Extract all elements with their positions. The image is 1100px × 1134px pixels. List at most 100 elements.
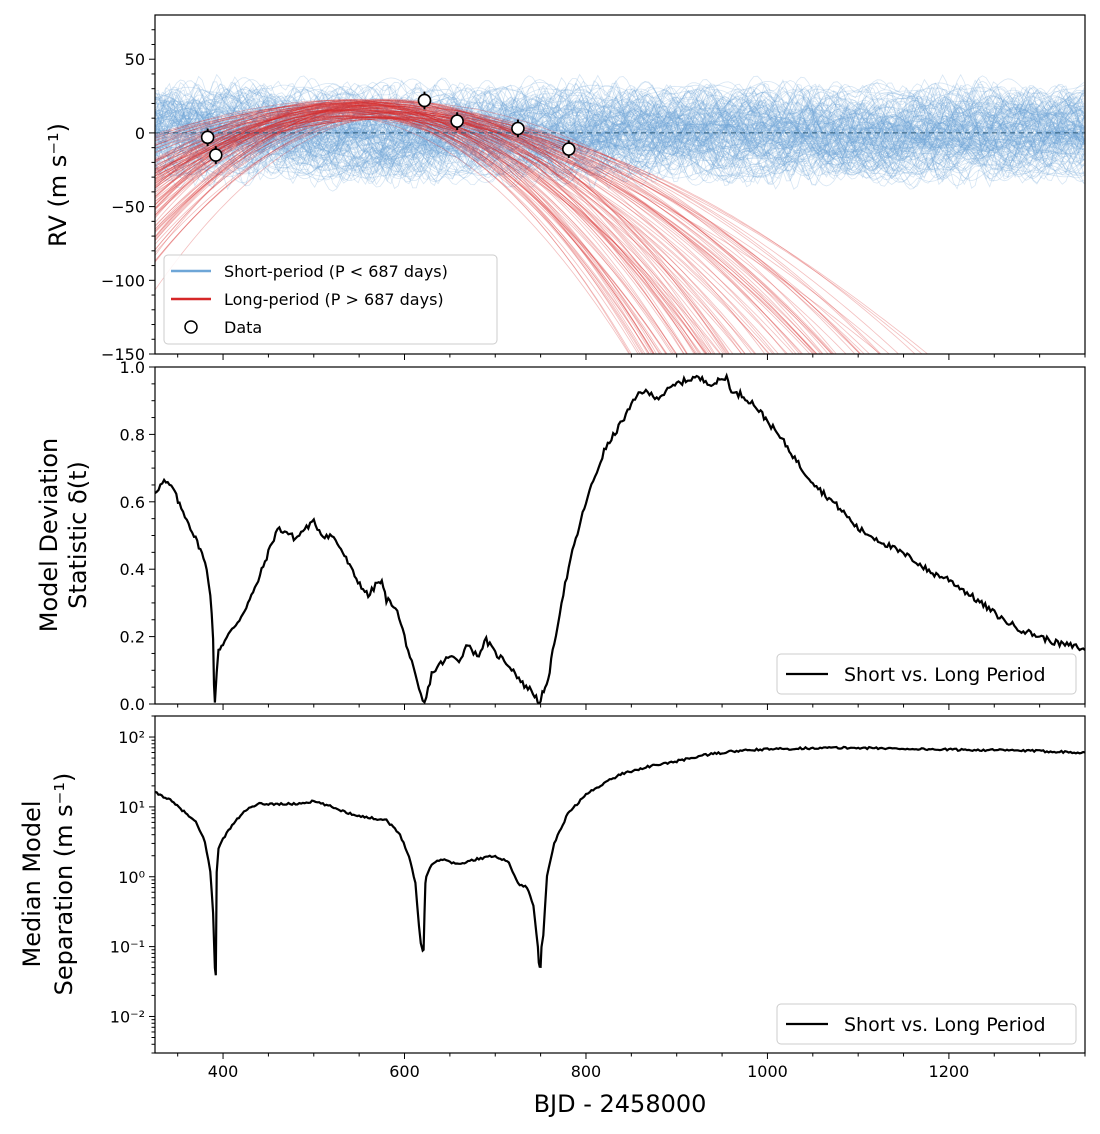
short-period-draw: [155, 112, 1085, 149]
separation-legend-label: Short vs. Long Period: [844, 1014, 1046, 1036]
rv-y-ticks: 50 0 −50 −100 −150: [101, 29, 155, 364]
short-period-draw: [155, 108, 1085, 158]
short-period-draw: [155, 95, 1085, 179]
data-point: [561, 142, 576, 156]
short-period-draw: [155, 117, 1085, 155]
short-period-draw: [155, 80, 1085, 185]
long-period-draw: [155, 117, 770, 354]
short-period-draw: [155, 99, 1085, 168]
deviation-legend: Short vs. Long Period: [776, 653, 1077, 695]
long-period-draw: [155, 106, 776, 354]
short-period-draw: [155, 85, 1085, 176]
short-period-draw: [155, 88, 1085, 172]
long-period-draw: [155, 101, 734, 354]
deviation-y-axis-label-line1: Model Deviation: [35, 438, 63, 632]
deviation-legend-box: [776, 653, 1077, 695]
short-period-draw: [155, 111, 1085, 150]
y-tick-label: 0.8: [120, 425, 145, 444]
long-period-draw: [155, 105, 753, 354]
x-tick-label: 1200: [929, 1062, 970, 1081]
short-period-draw: [155, 102, 1085, 160]
short-period-draw: [155, 110, 1085, 156]
short-period-draw: [155, 118, 1085, 151]
long-period-draw: [155, 115, 630, 354]
separation-y-axis-label-line1: Median Model: [18, 801, 46, 968]
long-period-draw: [155, 102, 730, 354]
short-period-draw: [155, 107, 1085, 161]
short-period-draw: [155, 111, 1085, 146]
long-period-draw: [155, 105, 743, 354]
separation-y-axis-label-line2: Separation (m s⁻¹): [50, 773, 78, 996]
short-period-draw: [155, 89, 1085, 174]
separation-panel: 10⁻² 10⁻¹ 10⁰ 10¹ 10² 400 600 800 1000 1200 Medi…: [18, 715, 1086, 1118]
y-tick-label: −150: [101, 345, 145, 364]
long-period-draw: [155, 109, 668, 354]
long-period-draw: [155, 113, 724, 354]
y-tick-label: 10²: [118, 728, 145, 747]
y-tick-label: 10¹: [118, 798, 145, 817]
long-period-draw: [155, 107, 795, 354]
short-period-draw: [155, 76, 1085, 192]
long-period-draw: [155, 102, 900, 354]
x-tick-label: 800: [571, 1062, 602, 1081]
short-period-draw: [155, 105, 1085, 153]
short-period-draw: [155, 114, 1085, 155]
short-period-draw: [155, 97, 1085, 166]
rv-legend: Short-period (P < 687 days) Long-period …: [163, 254, 498, 345]
short-period-draw: [155, 124, 1085, 149]
short-period-draw: [155, 88, 1085, 175]
short-period-draw: [155, 106, 1085, 163]
short-period-draw: [155, 102, 1085, 155]
short-period-draw: [155, 116, 1085, 156]
long-period-draw: [155, 116, 697, 354]
short-period-draw: [155, 91, 1085, 183]
short-period-draw: [155, 96, 1085, 176]
long-period-draw: [155, 116, 706, 354]
separation-plot-area: [155, 745, 1085, 976]
long-period-draw: [155, 106, 708, 354]
short-period-draw: [155, 94, 1085, 170]
long-period-draw: [155, 111, 882, 354]
short-period-draw: [155, 121, 1085, 146]
short-period-draw: [155, 129, 1085, 144]
short-period-draw: [155, 98, 1085, 160]
deviation-panel-frame: [154, 366, 1086, 705]
long-period-draw: [155, 118, 822, 354]
long-period-draw: [155, 100, 660, 354]
short-period-draw: [155, 73, 1085, 185]
short-period-draw: [155, 86, 1085, 180]
long-period-draw: [155, 118, 676, 354]
long-period-draw: [155, 111, 639, 354]
short-period-draw: [155, 88, 1085, 182]
separation-legend: Short vs. Long Period: [776, 1003, 1077, 1045]
short-period-draw: [155, 81, 1085, 180]
short-period-draw: [155, 86, 1085, 179]
rv-data-points: [200, 91, 576, 164]
short-period-draw: [155, 104, 1085, 167]
long-period-draw: [155, 103, 835, 354]
short-period-draw: [155, 115, 1085, 155]
short-period-draw: [155, 105, 1085, 165]
long-period-draw: [155, 111, 712, 354]
short-period-draw: [155, 119, 1085, 150]
y-tick-label: 0.2: [120, 628, 145, 647]
long-period-draw: [155, 104, 789, 354]
short-period-draw: [155, 121, 1085, 151]
short-period-draw: [155, 91, 1085, 182]
rv-panel-frame: [154, 14, 1086, 355]
long-period-draw: [155, 110, 677, 354]
short-period-draw: [155, 96, 1085, 168]
rv-plot-area: [155, 73, 1085, 354]
legend-long-period-label: Long-period (P > 687 days): [224, 290, 444, 309]
short-period-draw: [155, 114, 1085, 146]
short-period-draw: [155, 86, 1085, 175]
long-period-draw: [155, 103, 766, 354]
separation-series-line: [155, 745, 1085, 976]
y-tick-label: 10⁰: [118, 868, 145, 887]
long-period-draw: [155, 103, 688, 354]
y-tick-label: 10⁻²: [110, 1007, 145, 1026]
long-period-draw: [155, 104, 643, 354]
long-period-draw: [155, 100, 700, 354]
long-period-draw: [155, 101, 801, 354]
short-period-draw: [155, 109, 1085, 153]
